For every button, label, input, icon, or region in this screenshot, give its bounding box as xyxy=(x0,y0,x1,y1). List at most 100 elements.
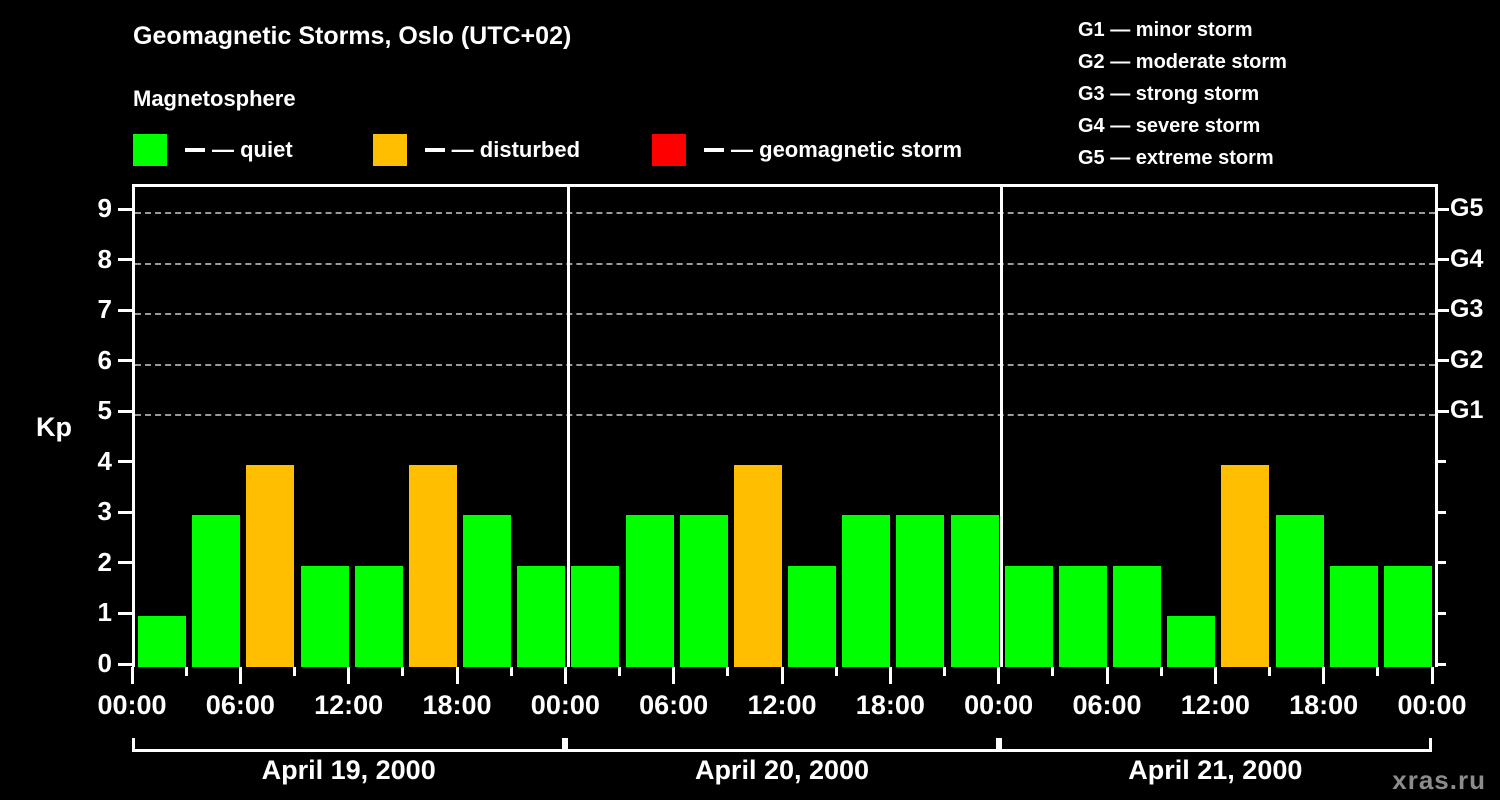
y-tick-mark-8 xyxy=(118,258,132,262)
gridline-kp-8 xyxy=(135,262,1435,265)
y-tick-mark-4 xyxy=(118,460,132,464)
x-tick-minor xyxy=(1376,667,1380,676)
y-tick-label-3: 3 xyxy=(97,496,112,527)
bar-kp[interactable] xyxy=(463,515,512,667)
y-tick-mark-7 xyxy=(118,308,132,312)
legend-entry-geomagnetic-storm: — geomagnetic storm xyxy=(652,133,962,167)
day-bracket-1 xyxy=(132,738,566,752)
watermark: xras.ru xyxy=(1392,765,1486,795)
legend-entry-quiet: — quiet xyxy=(133,133,293,167)
legend-entry-disturbed: — disturbed xyxy=(372,133,581,167)
legend-swatch-quiet-icon xyxy=(133,134,167,166)
bar-kp[interactable] xyxy=(788,565,837,667)
x-tick-minor xyxy=(834,667,838,676)
y-tick-mark-5 xyxy=(118,409,132,413)
bar-kp[interactable] xyxy=(679,515,728,667)
bar-kp[interactable] xyxy=(1058,565,1107,667)
g-tick-mark-G1 xyxy=(1435,409,1449,413)
day-bracket-2 xyxy=(565,738,999,752)
bar-kp[interactable] xyxy=(625,515,674,667)
bar-kp[interactable] xyxy=(1275,515,1324,667)
x-tick-major xyxy=(238,667,242,684)
y-tick-label-2: 2 xyxy=(97,546,112,577)
legend-dash-icon xyxy=(704,148,725,152)
g-axis-minor-tick-0 xyxy=(1435,662,1446,666)
bar-kp[interactable] xyxy=(300,565,349,667)
legend-label-disturbed: — disturbed xyxy=(451,137,581,162)
y-tick-mark-2 xyxy=(118,561,132,565)
bar-kp[interactable] xyxy=(1221,464,1270,667)
y-tick-label-8: 8 xyxy=(97,243,112,274)
x-tick-label: 00:00 xyxy=(530,690,600,720)
bar-kp[interactable] xyxy=(1004,565,1053,667)
bar-kp[interactable] xyxy=(842,515,891,667)
bar-kp[interactable] xyxy=(192,515,241,667)
x-tick-label: 00:00 xyxy=(1397,690,1467,720)
day-separator-1 xyxy=(566,187,570,667)
y-tick-label-6: 6 xyxy=(97,344,112,375)
y-axis-title: Kp xyxy=(36,412,72,442)
storm-scale-item-g2: G2 — moderate storm xyxy=(1078,51,1287,73)
bar-kp[interactable] xyxy=(246,464,295,667)
x-tick-major xyxy=(1430,667,1434,684)
x-tick-minor xyxy=(1159,667,1163,676)
y-tick-mark-9 xyxy=(118,207,132,211)
x-tick-label: 12:00 xyxy=(1180,690,1250,720)
bar-kp[interactable] xyxy=(950,515,999,667)
bar-kp[interactable] xyxy=(1113,565,1162,667)
bar-kp[interactable] xyxy=(733,464,782,667)
bar-kp[interactable] xyxy=(354,565,403,667)
bar-kp[interactable] xyxy=(1167,616,1216,667)
legend-swatch-disturbed-icon xyxy=(372,134,407,166)
legend-label-geomagnetic-storm: — geomagnetic storm xyxy=(731,137,963,162)
storm-scale-item-g4: G4 — severe storm xyxy=(1078,115,1261,137)
x-tick-major xyxy=(130,667,134,684)
g-tick-label-G4: G4 xyxy=(1450,244,1484,273)
x-tick-major xyxy=(347,667,351,684)
gridline-kp-7 xyxy=(135,313,1435,316)
g-tick-mark-G4 xyxy=(1435,258,1449,262)
g-tick-mark-G5 xyxy=(1435,207,1449,211)
legend-dash-icon xyxy=(185,148,205,152)
bar-kp[interactable] xyxy=(138,616,187,667)
x-tick-minor xyxy=(726,667,730,676)
y-tick-mark-1 xyxy=(118,611,132,615)
x-tick-label: 18:00 xyxy=(1289,690,1359,720)
y-tick-label-4: 4 xyxy=(97,445,112,476)
x-tick-label: 12:00 xyxy=(747,690,817,720)
storm-scale-item-g5: G5 — extreme storm xyxy=(1078,147,1274,169)
x-tick-minor xyxy=(401,667,405,676)
legend-swatch-storm-icon xyxy=(652,134,687,166)
x-tick-major xyxy=(1213,667,1217,684)
storm-scale-item-g1: G1 — minor storm xyxy=(1078,19,1253,41)
x-tick-major xyxy=(1322,667,1326,684)
x-tick-major xyxy=(888,667,892,684)
x-tick-label: 06:00 xyxy=(1072,690,1142,720)
y-tick-label-5: 5 xyxy=(97,395,112,426)
gridline-kp-5 xyxy=(135,414,1435,417)
x-tick-label: 00:00 xyxy=(97,690,167,720)
magnetosphere-legend: — quiet — disturbed — geomagnetic storm xyxy=(133,133,962,167)
bar-kp[interactable] xyxy=(1329,565,1378,667)
x-tick-major xyxy=(455,667,459,684)
x-tick-label: 18:00 xyxy=(855,690,925,720)
x-tick-minor xyxy=(1268,667,1271,676)
bar-kp[interactable] xyxy=(408,464,457,667)
bar-kp[interactable] xyxy=(517,565,566,667)
x-tick-minor xyxy=(943,667,946,676)
y-tick-label-0: 0 xyxy=(97,648,112,678)
x-tick-minor xyxy=(618,667,621,676)
bar-kp[interactable] xyxy=(1383,565,1432,667)
x-tick-label: 12:00 xyxy=(314,690,384,720)
y-tick-mark-6 xyxy=(118,359,132,363)
bar-kp[interactable] xyxy=(571,565,620,667)
legend-heading: Magnetosphere xyxy=(133,86,296,111)
x-tick-major xyxy=(672,667,676,684)
day-separator-2 xyxy=(1000,187,1004,667)
legend-label-quiet: — quiet xyxy=(212,137,293,162)
bar-kp[interactable] xyxy=(896,515,945,667)
g-axis-minor-tick-1 xyxy=(1435,611,1446,615)
x-tick-minor xyxy=(184,667,188,676)
x-tick-major xyxy=(1105,667,1109,684)
page-title: Geomagnetic Storms, Oslo (UTC+02) xyxy=(133,22,572,50)
